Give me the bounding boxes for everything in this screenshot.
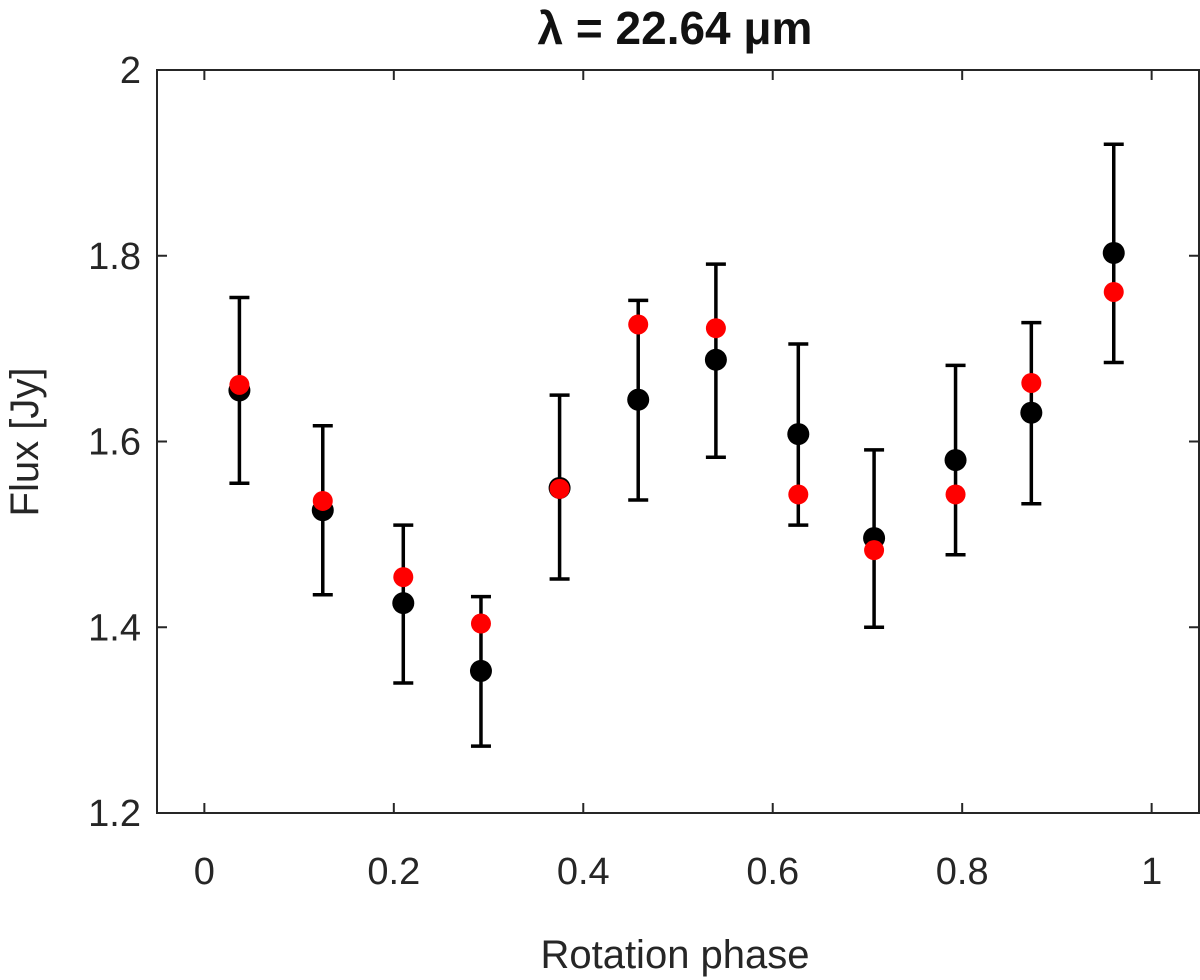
observed-point <box>704 348 727 371</box>
chart-title: λ = 22.64 μm <box>538 2 813 54</box>
model-point <box>705 318 726 339</box>
error-bars <box>229 142 1124 748</box>
model-point <box>549 478 570 499</box>
model-point <box>393 567 414 588</box>
x-tick-label: 0.6 <box>746 851 799 893</box>
observed-point <box>1102 241 1125 264</box>
x-axis-ticks: 0 0.2 0.4 0.6 0.8 1 <box>194 70 1162 893</box>
model-point <box>1021 372 1042 393</box>
model-point <box>945 484 966 505</box>
y-tick-label: 1.8 <box>88 236 141 278</box>
y-tick-label: 2 <box>120 50 141 92</box>
y-tick-label: 1.2 <box>88 793 141 835</box>
x-tick-label: 0.8 <box>936 851 989 893</box>
y-tick-label: 1.4 <box>88 607 141 649</box>
observed-point <box>627 388 650 411</box>
model-point <box>229 374 250 395</box>
model-point <box>628 314 649 335</box>
model-point <box>470 613 491 634</box>
data-points <box>228 241 1125 682</box>
model-point <box>1103 281 1124 302</box>
observed-point <box>469 659 492 682</box>
x-tick-label: 0 <box>194 851 215 893</box>
x-axis-label: Rotation phase <box>540 933 809 977</box>
y-tick-label: 1.6 <box>88 422 141 464</box>
x-tick-label: 1 <box>1141 851 1162 893</box>
x-tick-label: 0.2 <box>367 851 420 893</box>
y-axis-label: Flux [Jy] <box>3 368 47 517</box>
x-tick-label: 0.4 <box>557 851 610 893</box>
observed-point <box>1020 401 1043 424</box>
model-point <box>788 484 809 505</box>
model-point <box>312 490 333 511</box>
model-point <box>864 540 885 561</box>
y-axis-ticks: 1.2 1.4 1.6 1.8 2 <box>88 50 1199 835</box>
observed-point <box>787 423 810 446</box>
observed-point <box>944 449 967 472</box>
plot-area-frame <box>156 69 1200 814</box>
observed-point <box>392 592 415 615</box>
